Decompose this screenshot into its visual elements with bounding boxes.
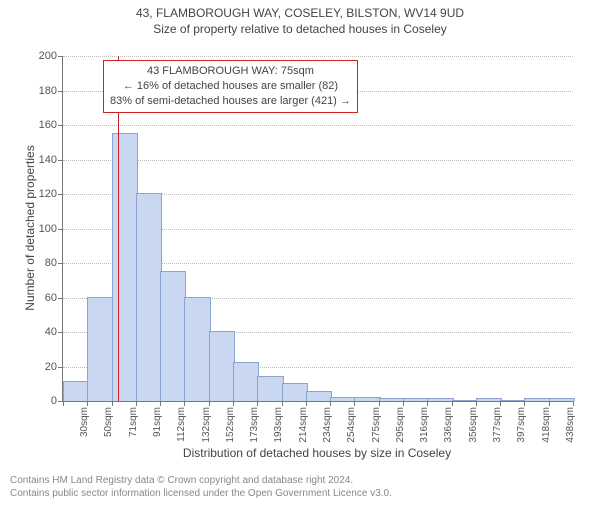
xtick-mark xyxy=(427,401,428,406)
ytick-label: 80 xyxy=(45,257,63,269)
ytick-label: 200 xyxy=(39,50,63,62)
xtick-mark xyxy=(306,401,307,406)
bar xyxy=(500,400,526,401)
xtick-label: 214sqm xyxy=(298,407,309,443)
xtick-mark xyxy=(476,401,477,406)
xtick-label: 377sqm xyxy=(492,407,503,443)
annotation-line: 43 FLAMBOROUGH WAY: 75sqm xyxy=(110,64,351,79)
xtick-mark xyxy=(524,401,525,406)
ytick-label: 0 xyxy=(51,395,63,407)
bar xyxy=(63,381,89,401)
ytick-label: 140 xyxy=(39,154,63,166)
xtick-label: 234sqm xyxy=(322,407,333,443)
xtick-label: 71sqm xyxy=(128,407,139,437)
ytick-label: 20 xyxy=(45,361,63,373)
bar xyxy=(112,133,138,401)
footer-line2: Contains public sector information licen… xyxy=(10,487,392,500)
xtick-mark xyxy=(549,401,550,406)
ytick-label: 40 xyxy=(45,326,63,338)
annotation-box: 43 FLAMBOROUGH WAY: 75sqm← 16% of detach… xyxy=(103,60,358,113)
xtick-label: 193sqm xyxy=(273,407,284,443)
xtick-mark xyxy=(184,401,185,406)
x-axis-label: Distribution of detached houses by size … xyxy=(62,446,572,460)
xtick-mark xyxy=(209,401,210,406)
xtick-mark xyxy=(452,401,453,406)
xtick-label: 132sqm xyxy=(201,407,212,443)
xtick-label: 275sqm xyxy=(371,407,382,443)
bar xyxy=(452,400,478,401)
footer-line1: Contains HM Land Registry data © Crown c… xyxy=(10,474,392,487)
xtick-mark xyxy=(87,401,88,406)
xtick-label: 336sqm xyxy=(443,407,454,443)
xtick-label: 316sqm xyxy=(419,407,430,443)
xtick-label: 173sqm xyxy=(249,407,260,443)
xtick-label: 91sqm xyxy=(152,407,163,437)
xtick-mark xyxy=(136,401,137,406)
annotation-line: ← 16% of detached houses are smaller (82… xyxy=(110,79,351,94)
xtick-label: 50sqm xyxy=(103,407,114,437)
ytick-label: 100 xyxy=(39,223,63,235)
xtick-label: 356sqm xyxy=(468,407,479,443)
bar xyxy=(87,297,113,402)
gridline xyxy=(63,125,573,126)
xtick-label: 30sqm xyxy=(79,407,90,437)
xtick-mark xyxy=(500,401,501,406)
xtick-mark xyxy=(354,401,355,406)
bar xyxy=(330,397,356,401)
bar xyxy=(233,362,259,401)
xtick-mark xyxy=(282,401,283,406)
xtick-mark xyxy=(330,401,331,406)
xtick-mark xyxy=(233,401,234,406)
ytick-label: 60 xyxy=(45,292,63,304)
xtick-mark xyxy=(403,401,404,406)
xtick-label: 152sqm xyxy=(225,407,236,443)
bar xyxy=(306,391,332,401)
bar xyxy=(427,398,453,401)
xtick-label: 254sqm xyxy=(346,407,357,443)
xtick-label: 295sqm xyxy=(395,407,406,443)
bar xyxy=(209,331,235,401)
xtick-label: 112sqm xyxy=(176,407,187,442)
bar xyxy=(476,398,502,401)
bar xyxy=(160,271,186,401)
bar xyxy=(282,383,308,401)
xtick-label: 418sqm xyxy=(541,407,552,443)
bar xyxy=(403,398,429,401)
bar xyxy=(136,193,162,401)
y-axis-label: Number of detached properties xyxy=(23,128,37,328)
xtick-mark xyxy=(573,401,574,406)
xtick-mark xyxy=(160,401,161,406)
chart: 0 20 40 60 80 100 120 140 160 180 200 30sqm 50sqm 71s… xyxy=(0,6,600,506)
xtick-label: 397sqm xyxy=(516,407,527,443)
plot-area: 02040608010012014016018020030sqm50sqm71s… xyxy=(62,56,573,402)
gridline xyxy=(63,56,573,57)
bar xyxy=(379,398,405,401)
xtick-mark xyxy=(257,401,258,406)
bar xyxy=(354,397,380,401)
bar xyxy=(184,297,210,402)
annotation-line: 83% of semi-detached houses are larger (… xyxy=(110,94,351,109)
bar xyxy=(549,398,575,401)
xtick-mark xyxy=(63,401,64,406)
ytick-label: 180 xyxy=(39,85,63,97)
xtick-mark xyxy=(112,401,113,406)
footer: Contains HM Land Registry data © Crown c… xyxy=(10,474,392,500)
bar xyxy=(524,398,550,401)
ytick-label: 160 xyxy=(39,119,63,131)
xtick-mark xyxy=(379,401,380,406)
ytick-label: 120 xyxy=(39,188,63,200)
gridline xyxy=(63,160,573,161)
bar xyxy=(257,376,283,401)
xtick-label: 438sqm xyxy=(565,407,576,443)
